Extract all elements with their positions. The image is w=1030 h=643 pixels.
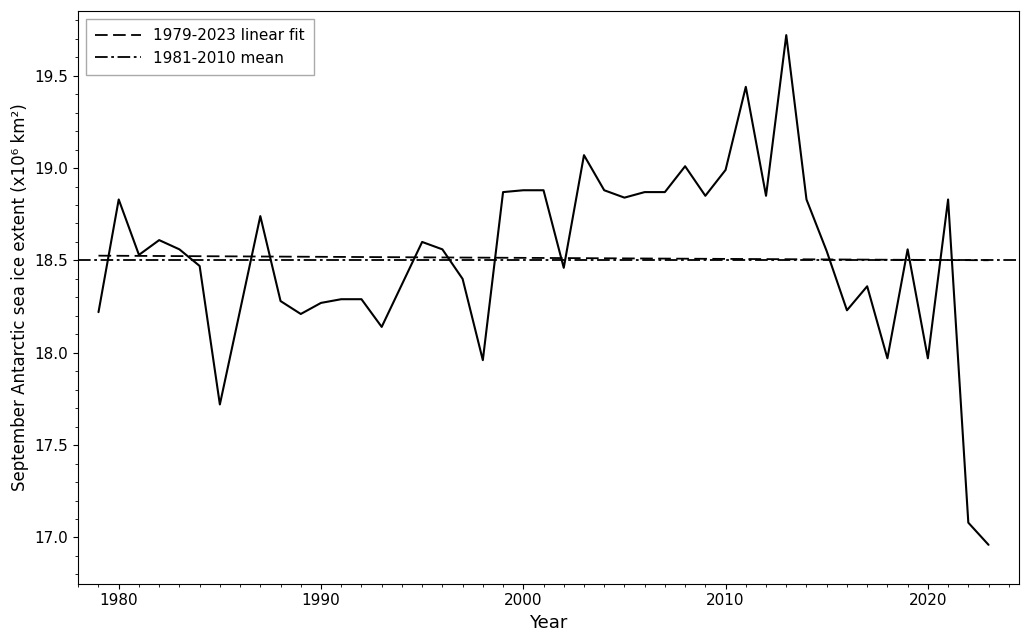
- Legend: 1979-2023 linear fit, 1981-2010 mean: 1979-2023 linear fit, 1981-2010 mean: [85, 19, 314, 75]
- X-axis label: Year: Year: [529, 614, 568, 632]
- Y-axis label: September Antarctic sea ice extent (x10⁶ km²): September Antarctic sea ice extent (x10⁶…: [11, 104, 29, 491]
